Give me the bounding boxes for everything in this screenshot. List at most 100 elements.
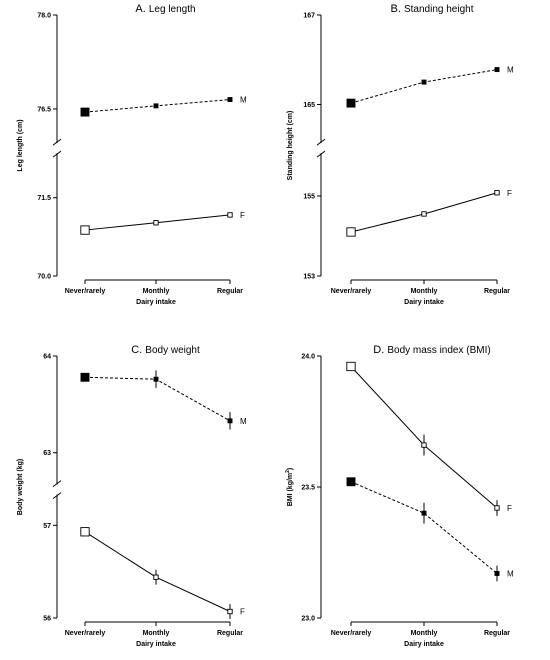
title-text: Body mass index (BMI) [387,345,490,356]
x-tick-label: Regular [484,288,510,295]
chart-title: C. Body weight [131,344,200,356]
data-point-f [346,227,356,237]
axis-break-mark [52,492,62,500]
data-point-m [494,67,500,73]
panel-letter: A. [135,3,148,15]
series-line-m [350,69,498,104]
y-tick-label: 155 [303,193,315,200]
y-tick-label: 78.0 [37,13,51,20]
y-axis-label-sup: 2 [285,470,291,473]
data-point-f [494,190,500,196]
x-tick-label: Monthly [411,630,438,637]
title-text: Standing height [404,4,474,15]
title-text: Leg length [149,4,196,15]
y-tick-label: 57 [43,523,51,530]
x-tick-label: Regular [217,288,243,295]
y-axis-label-text: Body weight (kg) [17,459,24,515]
data-point-m [346,477,356,487]
data-point-f [153,574,159,580]
x-axis-label: Dairy intake [404,641,444,648]
x-tick-label: Never/rarely [65,288,106,295]
axis-break-mark [52,138,62,146]
series-label: M [240,417,247,426]
y-axis-label-tail: ) [287,468,294,470]
y-tick-label: 70.0 [37,274,51,281]
y-tick-label: 23.0 [301,616,315,623]
data-point-f [80,225,90,235]
panel-leg-length: A. Leg length 78.0 76.5 71.5 70.0 Never/rarel… [17,3,247,306]
chart-title: A. Leg length [135,3,195,15]
y-axis-label-text: Leg length (cm) [17,119,24,171]
data-point-m [494,571,500,576]
series-line-m [350,481,498,574]
y-tick-label: 24.0 [301,354,315,361]
x-tick-label: Regular [217,630,243,637]
x-tick-label: Monthly [411,288,438,295]
series-label: F [507,189,512,198]
data-point-f [153,220,159,226]
y-tick-label: 76.5 [37,106,51,113]
series-line-f [84,531,231,612]
x-axis-label: Dairy intake [404,299,444,306]
data-point-f [227,608,233,615]
data-point-m [80,372,90,382]
series-label: M [507,66,514,75]
series-label: F [240,211,245,220]
y-axis-label: Standing height (cm) [287,111,294,181]
panel-letter: B. [391,3,404,15]
title-text: Body weight [145,345,200,356]
y-axis-label-text: Standing height (cm) [287,111,294,181]
y-tick-label: 56 [43,616,51,623]
series-label: M [507,569,514,578]
axis-break-mark [316,150,326,158]
series-label: F [240,608,245,617]
data-point-m [153,103,159,109]
x-tick-label: Never/rarely [331,630,372,637]
data-point-m [227,418,233,424]
x-tick-label: Regular [484,630,510,637]
series-label: F [507,504,512,513]
data-point-f [80,527,90,537]
x-tick-label: Monthly [143,288,170,295]
y-tick-label: 71.5 [37,195,51,202]
panel-body-weight: C. Body weight 64 63 57 56 Never/rarely Monthl… [17,344,247,648]
data-point-m [80,107,90,117]
data-point-f [494,505,500,511]
x-tick-label: Never/rarely [331,288,372,295]
chart-title: D. Body mass index (BMI) [373,344,490,356]
x-tick-label: Monthly [143,630,170,637]
y-axis-label: BMI (kg/m2) [285,468,294,507]
data-point-m [153,376,159,382]
data-point-m [346,98,356,108]
series-line-m [84,376,231,422]
y-tick-label: 167 [303,13,315,20]
x-axis-label: Dairy intake [136,299,176,306]
y-tick-label: 63 [43,450,51,457]
axis-break-mark [52,480,62,488]
y-tick-label: 153 [303,274,315,281]
y-tick-label: 165 [303,102,315,109]
panel-letter: D. [373,344,387,356]
axis-break-mark [316,138,326,146]
data-point-m [421,510,427,516]
axis-break-mark [52,150,62,158]
y-tick-label: 23.5 [301,485,315,492]
data-point-f [421,442,427,448]
data-point-f [421,211,427,217]
data-point-m [421,79,427,85]
data-point-m [227,97,233,103]
panel-standing-height: B. Standing height 167 165 155 153 Never/rare… [287,3,514,306]
panel-bmi: D. Body mass index (BMI) 24.0 23.5 23.0 Neve… [285,344,514,648]
data-point-f [227,212,233,218]
y-tick-label: 64 [43,354,51,361]
panel-letter: C. [131,344,145,356]
y-axis-label: Body weight (kg) [17,459,24,515]
x-axis-label: Dairy intake [136,641,176,648]
data-point-f [346,361,356,372]
x-tick-label: Never/rarely [65,630,106,637]
y-axis-label-text: BMI (kg/m [287,473,294,506]
series-label: M [240,96,247,105]
y-axis-label: Leg length (cm) [17,119,24,171]
chart-title: B. Standing height [391,3,474,15]
